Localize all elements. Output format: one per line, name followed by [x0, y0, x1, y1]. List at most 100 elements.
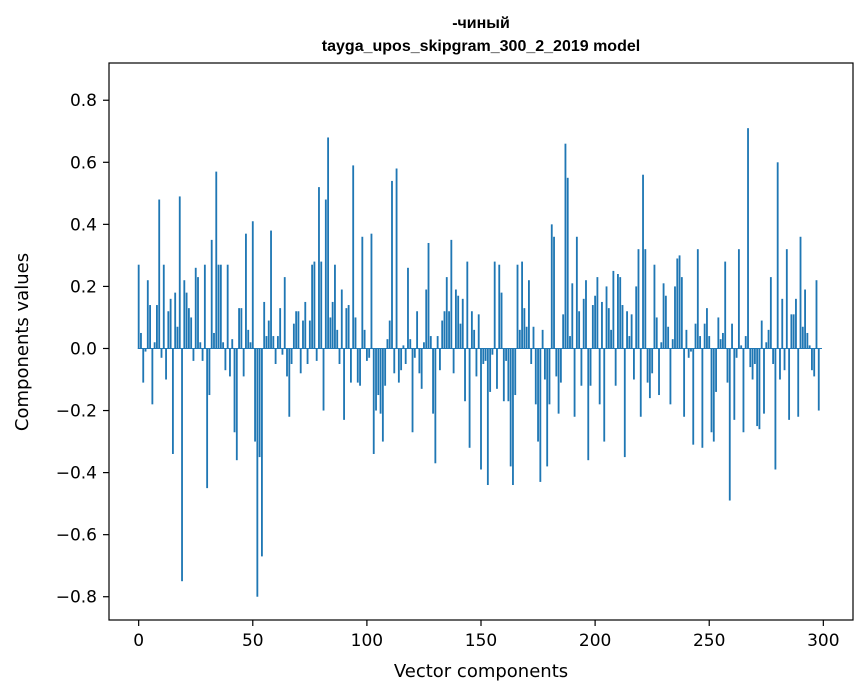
bar-6	[151, 348, 154, 405]
bar-177	[541, 329, 544, 349]
bar-98	[361, 236, 364, 349]
bar-192	[575, 236, 578, 349]
bar-280	[776, 162, 779, 349]
bar-94	[352, 165, 355, 349]
bar-239	[683, 348, 686, 417]
bar-275	[765, 342, 768, 349]
x-tick-label: 50	[242, 631, 264, 651]
y-tick-label: 0.2	[70, 277, 97, 297]
bar-110	[388, 320, 391, 349]
bar-5	[149, 305, 151, 349]
bar-284	[785, 249, 788, 349]
bar-213	[623, 348, 626, 458]
bar-48	[247, 329, 250, 349]
bar-44	[238, 308, 240, 349]
y-axis-ticks: 0.8 0.6 0.4 0.2 0.0 −0.2 −0.4 −0.6 −0.8	[56, 91, 109, 608]
bar-145	[468, 348, 471, 448]
bar-61	[276, 336, 279, 349]
y-axis-label: Components values	[12, 253, 33, 431]
bar-218	[635, 286, 638, 349]
bar-175	[537, 348, 539, 442]
bar-208	[612, 270, 615, 349]
bar-202	[598, 348, 601, 405]
bar-128	[429, 336, 432, 349]
bar-65	[286, 348, 288, 377]
bar-252	[712, 348, 715, 442]
bar-43	[235, 348, 238, 461]
bar-54	[261, 348, 263, 557]
bar-268	[749, 348, 752, 368]
bar-33	[213, 332, 215, 349]
bar-274	[763, 348, 765, 414]
y-tick-label: −0.6	[56, 526, 97, 546]
bar-2	[142, 348, 145, 383]
bar-215	[628, 336, 631, 349]
bar-67	[290, 348, 293, 364]
bar-246	[699, 336, 702, 349]
bar-107	[381, 348, 384, 442]
bar-167	[518, 329, 521, 349]
bar-101	[368, 348, 371, 358]
x-tick-label: 250	[693, 631, 725, 651]
bar-78	[315, 348, 318, 361]
bar-212	[621, 305, 624, 349]
bar-73	[304, 301, 307, 349]
bar-64	[283, 277, 286, 349]
bar-203	[601, 301, 603, 349]
bar-269	[751, 348, 754, 380]
bar-216	[630, 314, 633, 349]
bar-77	[313, 261, 316, 349]
bar-291	[801, 326, 804, 349]
bar-151	[482, 348, 485, 364]
bar-9	[158, 199, 161, 349]
bar-37	[222, 342, 225, 349]
bar-131	[436, 336, 439, 349]
bar-112	[393, 348, 396, 374]
bar-69	[295, 311, 298, 349]
bar-287	[792, 314, 795, 349]
bar-181	[550, 224, 553, 349]
bar-282	[781, 298, 784, 349]
bar-173	[532, 326, 535, 349]
bar-255	[719, 339, 722, 349]
bar-253	[715, 348, 717, 392]
bar-286	[790, 314, 793, 349]
bar-19	[181, 348, 183, 582]
bar-247	[701, 348, 704, 448]
bar-103	[372, 348, 375, 454]
x-tick-label: 150	[465, 631, 497, 651]
bar-32	[210, 239, 213, 349]
bar-124	[420, 348, 423, 389]
bar-179	[546, 348, 549, 467]
bar-204	[603, 348, 606, 442]
bar-30	[206, 348, 209, 489]
bar-294	[808, 345, 811, 349]
y-tick-label: −0.4	[56, 464, 97, 484]
bar-265	[742, 348, 745, 433]
bar-63	[281, 348, 284, 355]
bar-42	[233, 348, 236, 433]
bar-285	[788, 348, 791, 420]
bar-20	[183, 280, 186, 349]
bars-group	[137, 128, 820, 597]
bar-53	[258, 348, 261, 458]
bar-125	[423, 342, 425, 349]
bar-178	[543, 348, 546, 380]
bar-57	[267, 320, 270, 349]
bar-217	[633, 348, 635, 380]
bar-276	[767, 329, 770, 349]
bar-47	[245, 233, 247, 349]
y-tick-label: −0.8	[56, 588, 97, 608]
bar-87	[336, 329, 339, 349]
bar-155	[491, 348, 494, 355]
bar-201	[596, 277, 599, 349]
bar-154	[489, 348, 492, 392]
bar-185	[559, 348, 562, 383]
bar-257	[724, 261, 727, 349]
bar-295	[811, 348, 813, 371]
bar-55	[263, 301, 266, 349]
bar-187	[564, 143, 567, 349]
bar-80	[320, 261, 323, 349]
bar-244	[694, 323, 697, 349]
bar-72	[302, 320, 304, 349]
